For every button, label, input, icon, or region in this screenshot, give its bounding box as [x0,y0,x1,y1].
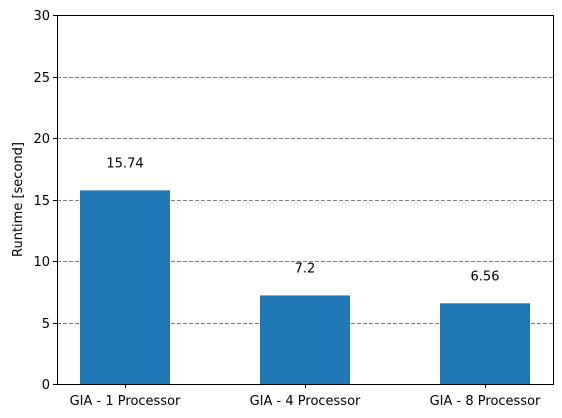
x-tick-label: GIA - 1 Processor [70,394,181,409]
x-axis-ticks: GIA - 1 Processor GIA - 4 Processor GIA - … [70,384,541,409]
bars [80,190,530,384]
bar-value-label: 6.56 [471,269,500,284]
bar [260,295,350,384]
y-tick-label: 20 [33,132,50,147]
y-tick-label: 25 [33,71,50,86]
x-tick-label: GIA - 4 Processor [250,394,361,409]
y-axis-label: Runtime [second] [11,142,26,257]
y-tick-label: 15 [33,194,50,209]
y-axis-ticks: 0 5 10 15 20 25 30 [33,9,57,393]
y-tick-label: 0 [42,378,50,393]
bar-value-labels: 15.74 7.2 6.56 [106,156,499,284]
y-tick-label: 5 [42,317,50,332]
y-tick-label: 30 [33,9,50,24]
bar-value-label: 7.2 [295,261,316,276]
bar [80,190,170,384]
bar-value-label: 15.74 [106,156,143,171]
bar [440,303,530,384]
y-tick-label: 10 [33,255,50,270]
x-tick-label: GIA - 8 Processor [430,394,541,409]
